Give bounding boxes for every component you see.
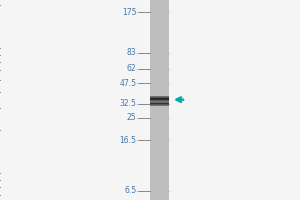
Text: 47.5: 47.5 xyxy=(119,79,136,88)
Bar xyxy=(150,0,170,200)
Text: 83: 83 xyxy=(127,48,136,57)
Text: 6.5: 6.5 xyxy=(124,186,136,195)
Text: 175: 175 xyxy=(122,8,136,17)
Text: 16.5: 16.5 xyxy=(120,136,136,145)
Text: 62: 62 xyxy=(127,64,136,73)
Text: 25: 25 xyxy=(127,113,136,122)
Text: 32.5: 32.5 xyxy=(120,99,136,108)
